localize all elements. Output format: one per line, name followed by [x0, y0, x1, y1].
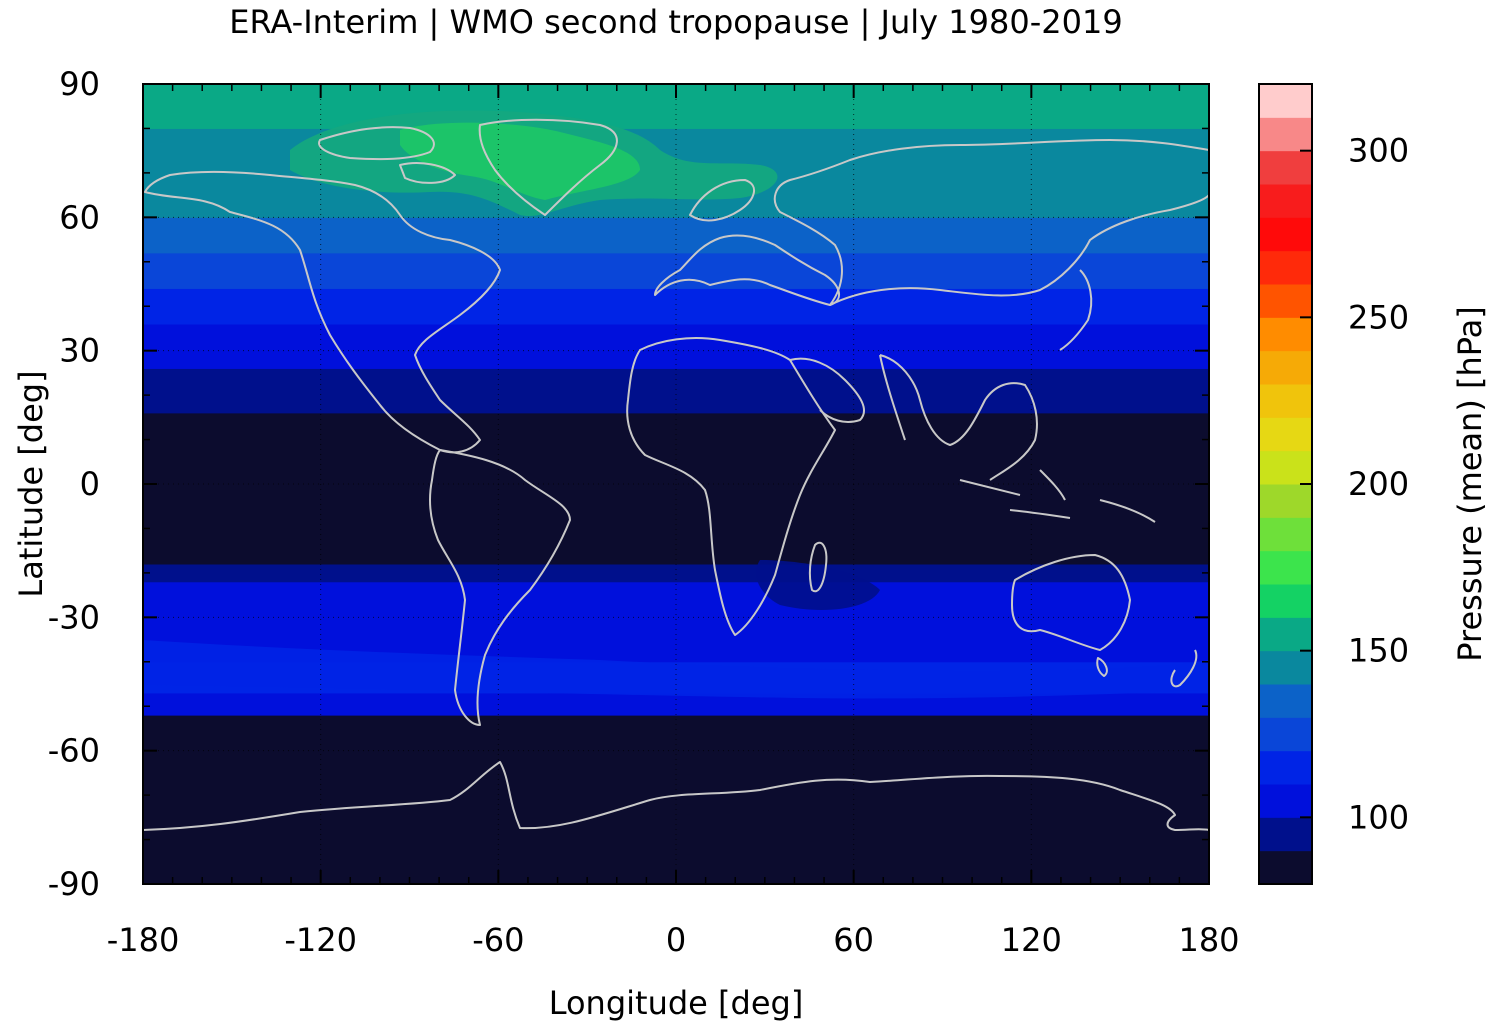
y-tick-label: -60: [48, 732, 100, 770]
colorbar-cell-15: [1259, 350, 1312, 385]
y-tick-label: 60: [59, 198, 100, 236]
coastline-japan: [1059, 269, 1093, 351]
x-tick-label: -180: [107, 921, 180, 959]
indian-ocean-dark-patch: [756, 560, 880, 610]
y-tick-label: -90: [48, 865, 100, 903]
colorbar-cell-22: [1259, 117, 1312, 152]
colorbar-cell-2: [1259, 784, 1312, 818]
coastline-africa: [626, 337, 836, 636]
x-tick-label: 180: [1178, 921, 1239, 959]
x-tick-label: 0: [666, 921, 686, 959]
colorbar-cell-5: [1259, 684, 1312, 718]
colorbar-cell-20: [1259, 184, 1312, 218]
y-axis: -90 -60 -30 0 30 60 90: [48, 65, 1209, 903]
coastline-europe: [654, 179, 840, 306]
grid-lines: [143, 84, 1209, 884]
colorbar-tick-label: 300: [1348, 132, 1409, 170]
colorbar-label: Pressure (mean) [hPa]: [1451, 306, 1489, 661]
pressure-band-4: [143, 581, 1209, 623]
colorbar-cell-4: [1259, 717, 1312, 752]
colorbar-cell-21: [1259, 150, 1312, 185]
coastline-madagascar: [808, 541, 828, 593]
coastline-greenland: [478, 118, 618, 216]
pressure-band-5: [143, 564, 1209, 583]
map-panel: -180 -120 -60 0 60 120 180 -90 -60 -30 0 30 60 90: [48, 65, 1240, 959]
colorbar-cell-19: [1259, 217, 1312, 252]
colorbar-cell-6: [1259, 650, 1312, 685]
colorbar-cell-11: [1259, 484, 1312, 518]
y-axis-label: Latitude [deg]: [12, 370, 50, 597]
coastline-indonesia: [959, 469, 1156, 523]
colorbar-cell-9: [1259, 550, 1312, 585]
coastline-south-america: [429, 449, 571, 726]
x-axis: -180 -120 -60 0 60 120 180: [107, 84, 1240, 959]
pressure-band-6: [143, 412, 1209, 565]
y-tick-label: -30: [48, 598, 100, 636]
colorbar-cell-10: [1259, 517, 1312, 552]
pressure-band-7: [143, 368, 1209, 414]
colorbar-cell-8: [1259, 584, 1312, 618]
coastline-north-america: [144, 170, 501, 454]
colorbar-cell-13: [1259, 417, 1312, 452]
y-tick-label: 30: [59, 332, 100, 370]
coastline-australia: [1011, 554, 1131, 677]
colorbar-cell-14: [1259, 384, 1312, 418]
x-tick-label: 120: [1001, 921, 1062, 959]
x-axis-label: Longitude [deg]: [549, 984, 804, 1022]
coastlines: [143, 118, 1209, 831]
colorbar-cell-3: [1259, 750, 1312, 785]
colorbar-cell-7: [1259, 617, 1312, 652]
x-tick-label: -120: [284, 921, 357, 959]
pressure-band-11: [143, 217, 1209, 254]
y-tick-label: 90: [59, 65, 100, 103]
colorbar-cell-18: [1259, 250, 1312, 285]
coastline-arctic-islands: [318, 126, 456, 184]
colorbar-cell-23: [1259, 84, 1312, 118]
x-tick-label: -60: [472, 921, 524, 959]
colorbar-cell-1: [1259, 817, 1312, 852]
coastline-arabia-india: [789, 354, 906, 441]
colorbar-tick-label: 250: [1348, 298, 1409, 336]
y-tick-label: 0: [80, 465, 100, 503]
colorbar-tick-label: 150: [1348, 632, 1409, 670]
colorbar-tick-label: 100: [1348, 798, 1409, 836]
colorbar-ticks: 100 150 200 250 300: [1300, 132, 1409, 836]
colorbar-cell-17: [1259, 284, 1312, 318]
colorbar-cell-0: [1259, 850, 1312, 885]
colorbar-cells: [1259, 84, 1312, 885]
pressure-band-8: [143, 324, 1209, 369]
pressure-band-10: [143, 252, 1209, 289]
colorbar-tick-label: 200: [1348, 465, 1409, 503]
chart-title: ERA-Interim | WMO second tropopause | Ju…: [229, 3, 1122, 41]
colorbar: 100 150 200 250 300 Pressure (mean) [hPa]: [1258, 83, 1489, 885]
x-tick-label: 60: [833, 921, 874, 959]
colorbar-cell-16: [1259, 317, 1312, 352]
colorbar-cell-12: [1259, 450, 1312, 485]
coastline-asia: [773, 139, 1209, 481]
coastline-new-zealand: [1170, 649, 1198, 688]
coastline-antarctica: [143, 761, 1209, 831]
